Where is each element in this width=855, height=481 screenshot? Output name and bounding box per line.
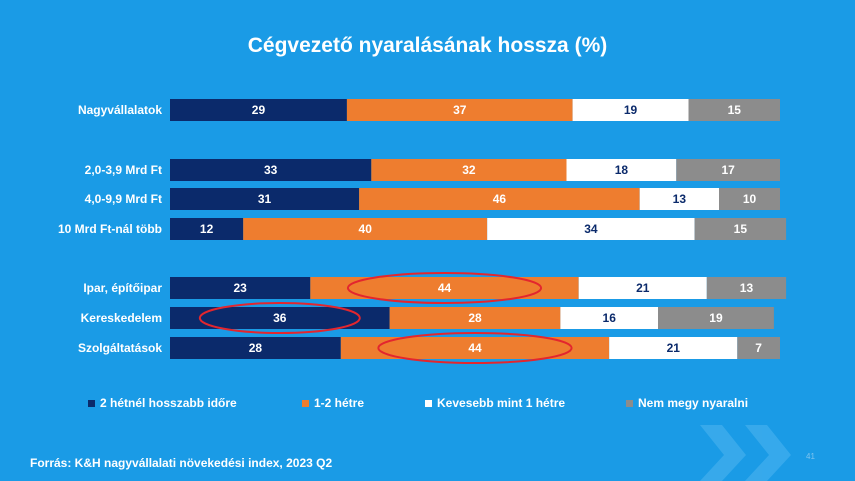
bar-segment [346, 99, 573, 121]
data-label: 29 [252, 103, 266, 117]
bar-segment [371, 159, 567, 181]
data-label: 18 [615, 163, 629, 177]
bar-segment [639, 188, 719, 210]
data-label: 17 [721, 163, 735, 177]
legend-swatch [88, 400, 95, 407]
category-label: Kereskedelem [81, 311, 162, 325]
data-label: 23 [233, 281, 247, 295]
legend-label: Kevesebb mint 1 hétre [437, 396, 565, 410]
chevron-icon [745, 425, 791, 481]
data-label: 19 [624, 103, 638, 117]
bar-segment [340, 337, 610, 359]
bar-segment [578, 277, 707, 299]
bar-segment [688, 99, 780, 121]
chevron-icon [700, 425, 746, 481]
bar-segment [566, 159, 677, 181]
slide-title: Cégvezető nyaralásának hossza (%) [247, 34, 608, 57]
data-label: 19 [709, 311, 723, 325]
data-label: 15 [734, 222, 748, 236]
legend-swatch [626, 400, 633, 407]
bar-segment [719, 188, 780, 210]
bar-segment [170, 159, 372, 181]
data-label: 36 [273, 311, 287, 325]
bar-segment [243, 218, 488, 240]
bar-segment [737, 337, 780, 359]
bar-segment [560, 307, 658, 329]
data-label: 13 [740, 281, 754, 295]
legend-label: Nem megy nyaralni [638, 396, 748, 410]
data-label: 32 [462, 163, 476, 177]
data-label: 44 [468, 341, 482, 355]
data-label: 28 [249, 341, 263, 355]
data-label: 12 [200, 222, 214, 236]
page-number: 41 [806, 452, 815, 461]
data-label: 28 [468, 311, 482, 325]
data-label: 44 [438, 281, 452, 295]
bar-segment [658, 307, 774, 329]
data-label: 40 [359, 222, 373, 236]
data-label: 7 [755, 341, 762, 355]
bar-segment [359, 188, 640, 210]
data-label: 15 [728, 103, 742, 117]
bar-segment [389, 307, 561, 329]
data-label: 13 [673, 192, 687, 206]
bar-segment [676, 159, 780, 181]
data-label: 16 [603, 311, 617, 325]
bar-segment [310, 277, 579, 299]
bar-segment [170, 99, 347, 121]
legend-label: 1-2 hétre [314, 396, 364, 410]
legend: 2 hétnél hosszabb időre 1-2 hétre Kevesebb… [88, 396, 748, 410]
category-label: 4,0-9,9 Mrd Ft [85, 192, 162, 206]
bar-segment [694, 218, 787, 240]
category-label: Ipar, építőipar [83, 281, 162, 295]
highlight-ellipse [377, 332, 573, 364]
data-label: 46 [493, 192, 507, 206]
data-label: 21 [636, 281, 650, 295]
data-label: 34 [584, 222, 598, 236]
bar-segment [170, 277, 311, 299]
bar-segment [170, 337, 341, 359]
data-label: 31 [258, 192, 272, 206]
category-label: Szolgáltatások [78, 341, 162, 355]
data-label: 33 [264, 163, 278, 177]
data-label: 37 [453, 103, 467, 117]
decorative-chevrons [700, 425, 791, 481]
bar-segment [706, 277, 787, 299]
data-label: 21 [667, 341, 681, 355]
legend-label: 2 hétnél hosszabb időre [100, 396, 237, 410]
bar-segment [170, 188, 360, 210]
bar-segment [487, 218, 695, 240]
data-label: 10 [743, 192, 757, 206]
bar-segment [609, 337, 738, 359]
bar-segment [572, 99, 689, 121]
highlight-ellipse [198, 302, 361, 334]
category-label: 10 Mrd Ft-nál több [58, 222, 162, 236]
plot-area: Nagyvállalatok 29 37 19 15 2,0-3,9 Mrd Ft 33 32… [58, 99, 787, 364]
bar-segment [170, 218, 244, 240]
bar-segment [170, 307, 390, 329]
legend-swatch [425, 400, 432, 407]
category-label: Nagyvállalatok [78, 103, 162, 117]
category-label: 2,0-3,9 Mrd Ft [85, 163, 162, 177]
legend-swatch [302, 400, 309, 407]
highlight-ellipse [346, 272, 543, 304]
source-note: Forrás: K&H nagyvállalati növekedési ind… [30, 456, 333, 470]
